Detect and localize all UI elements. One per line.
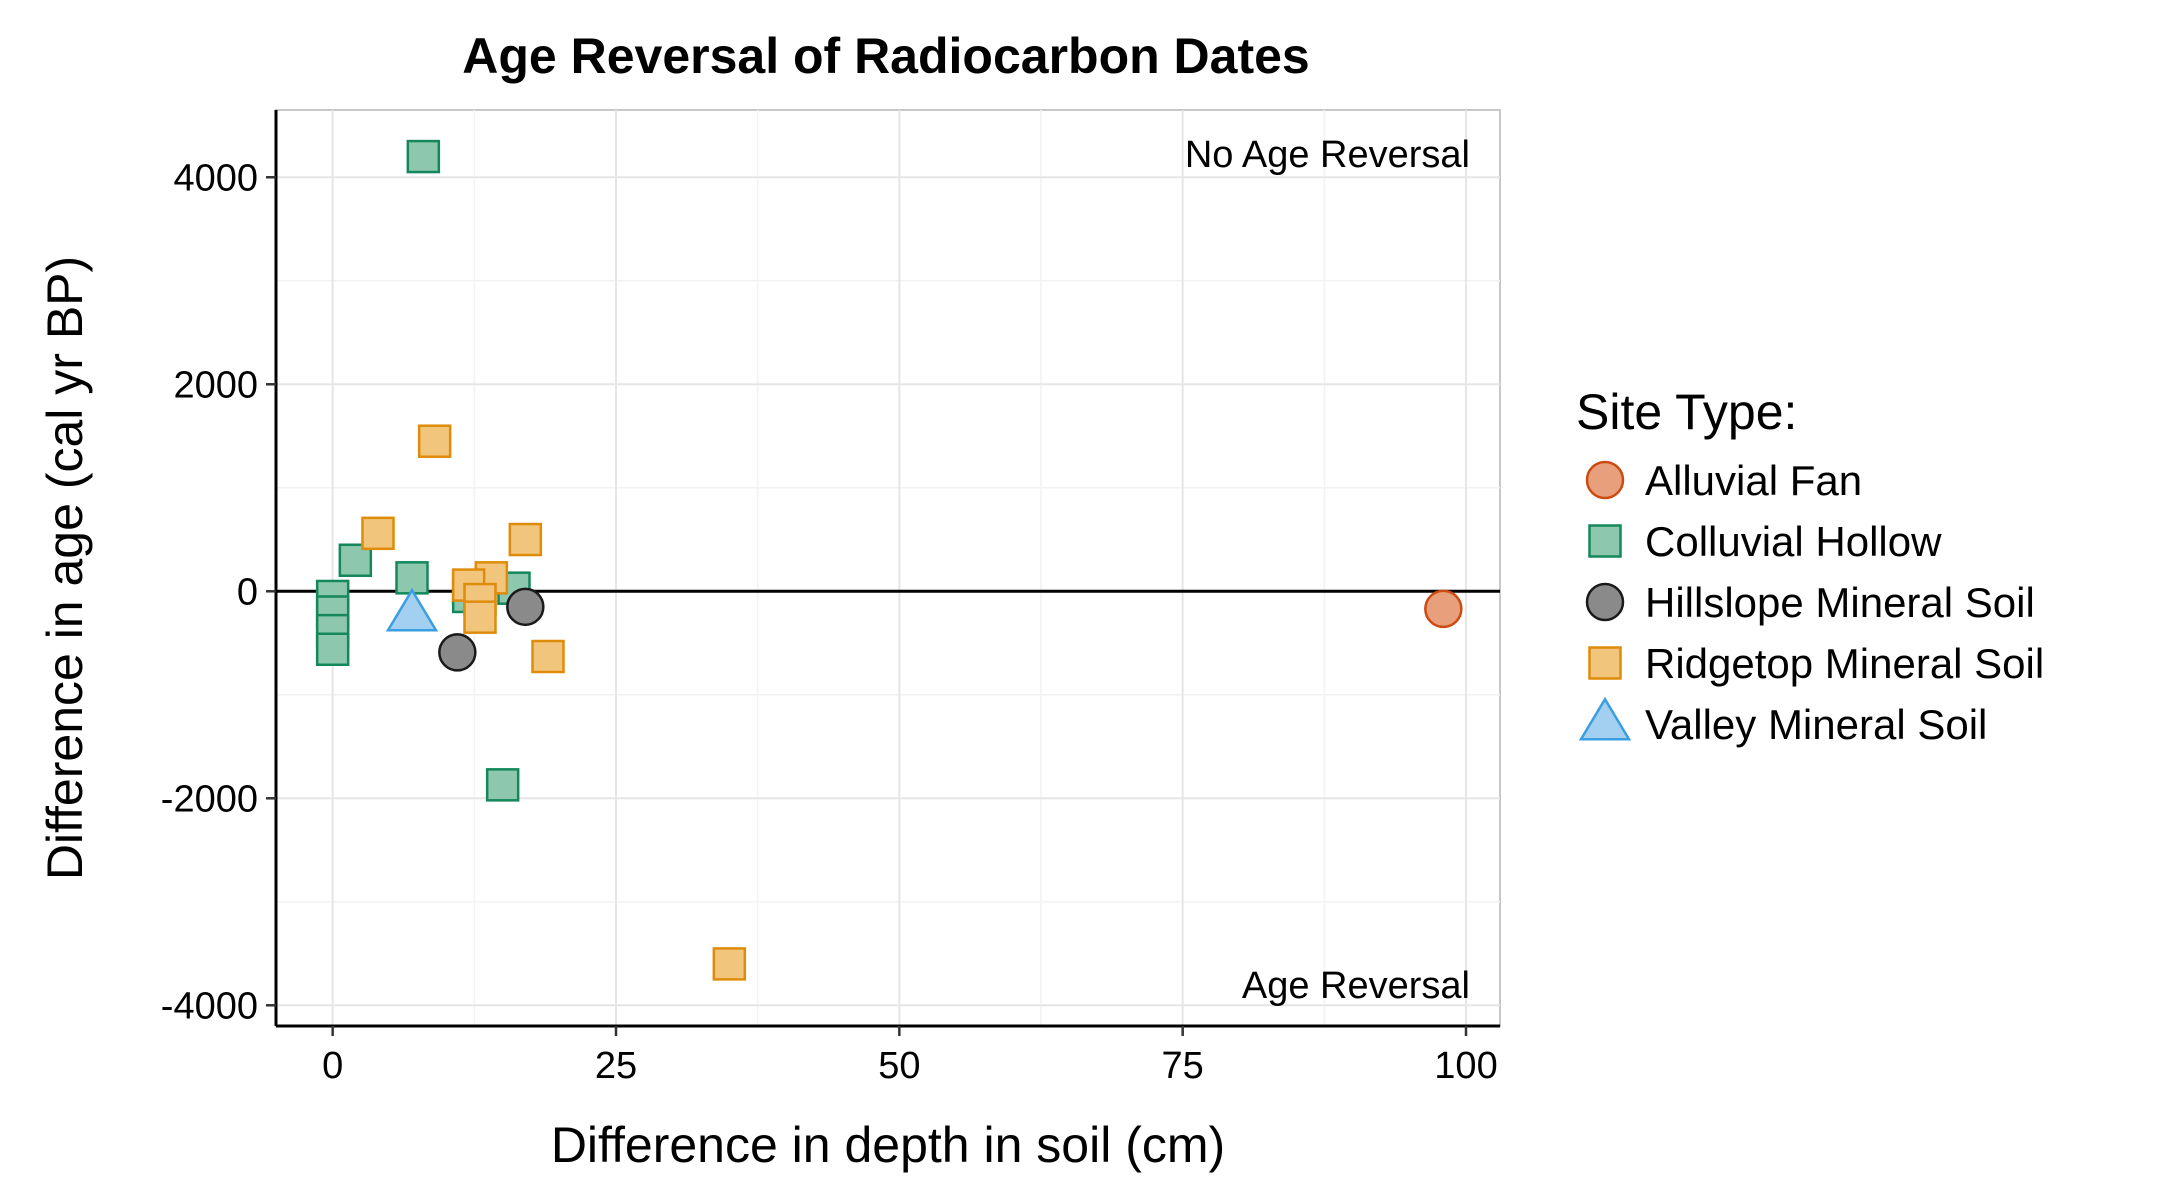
- x-tick-label: 25: [595, 1045, 637, 1087]
- data-point: [385, 587, 439, 632]
- legend-label: Ridgetop Mineral Soil: [1645, 640, 2044, 687]
- legend-title: Site Type:: [1576, 384, 1797, 440]
- data-point: [506, 587, 545, 627]
- legend-label: Alluvial Fan: [1645, 457, 1862, 504]
- annotation-no-age-reversal: No Age Reversal: [1185, 134, 1470, 176]
- y-tick-label: 0: [237, 571, 258, 613]
- x-tick-label: 100: [1434, 1045, 1497, 1087]
- x-tick-label: 0: [322, 1045, 343, 1087]
- data-point: [485, 768, 520, 802]
- data-point: [1424, 589, 1463, 629]
- series-hillslope-mineral-soil: [438, 587, 545, 672]
- data-point: [417, 424, 452, 458]
- x-axis-title: Difference in depth in soil (cm): [551, 1117, 1225, 1173]
- legend-label: Valley Mineral Soil: [1645, 701, 1987, 748]
- data-point: [361, 516, 395, 551]
- annotation-age-reversal: Age Reversal: [1242, 965, 1470, 1007]
- legend: Site Type: Alluvial Fan Colluvial Hollow H…: [1576, 384, 2044, 748]
- legend-item-colluvial-hollow: Colluvial Hollow: [1588, 518, 1942, 565]
- legend-label: Hillslope Mineral Soil: [1645, 579, 2035, 626]
- data-point: [438, 633, 477, 672]
- y-tick-label: 2000: [173, 364, 258, 406]
- legend-key: [1588, 646, 1622, 680]
- y-axis-title: Difference in age (cal yr BP): [37, 256, 93, 880]
- legend-label: Colluvial Hollow: [1645, 518, 1942, 565]
- x-axis-ticks: 0 25 50 75 100: [322, 1026, 1498, 1087]
- legend-key: [1578, 696, 1632, 741]
- legend-item-valley-mineral-soil: Valley Mineral Soil: [1578, 696, 1987, 748]
- series-ridgetop-mineral-soil: [361, 424, 747, 981]
- data-points: [315, 139, 1463, 981]
- series-valley-mineral-soil: [385, 587, 439, 632]
- data-point: [463, 600, 497, 634]
- legend-item-ridgetop-mineral-soil: Ridgetop Mineral Soil: [1588, 640, 2044, 687]
- x-tick-label: 50: [878, 1045, 920, 1087]
- y-tick-label: -4000: [161, 985, 258, 1027]
- legend-key: [1585, 460, 1625, 500]
- x-tick-label: 75: [1162, 1045, 1204, 1087]
- legend-key: [1585, 582, 1625, 622]
- chart-title: Age Reversal of Radiocarbon Dates: [462, 28, 1310, 84]
- plot-area: No Age Reversal Age Reversal: [274, 109, 1501, 1028]
- data-point: [406, 139, 441, 174]
- legend-key: [1588, 524, 1622, 558]
- plot-background: [275, 109, 1501, 1027]
- y-tick-label: 4000: [173, 157, 258, 199]
- data-point: [531, 639, 565, 674]
- data-point: [508, 522, 543, 557]
- series-alluvial-fan: [1424, 589, 1463, 629]
- grid-lines: [276, 110, 1500, 1026]
- data-point: [315, 632, 350, 666]
- y-axis-ticks: -4000 -2000 0 2000 4000: [161, 157, 276, 1027]
- data-point: [712, 947, 747, 981]
- legend-item-hillslope-mineral-soil: Hillslope Mineral Soil: [1585, 579, 2035, 626]
- legend-item-alluvial-fan: Alluvial Fan: [1585, 457, 1862, 504]
- y-tick-label: -2000: [161, 778, 258, 820]
